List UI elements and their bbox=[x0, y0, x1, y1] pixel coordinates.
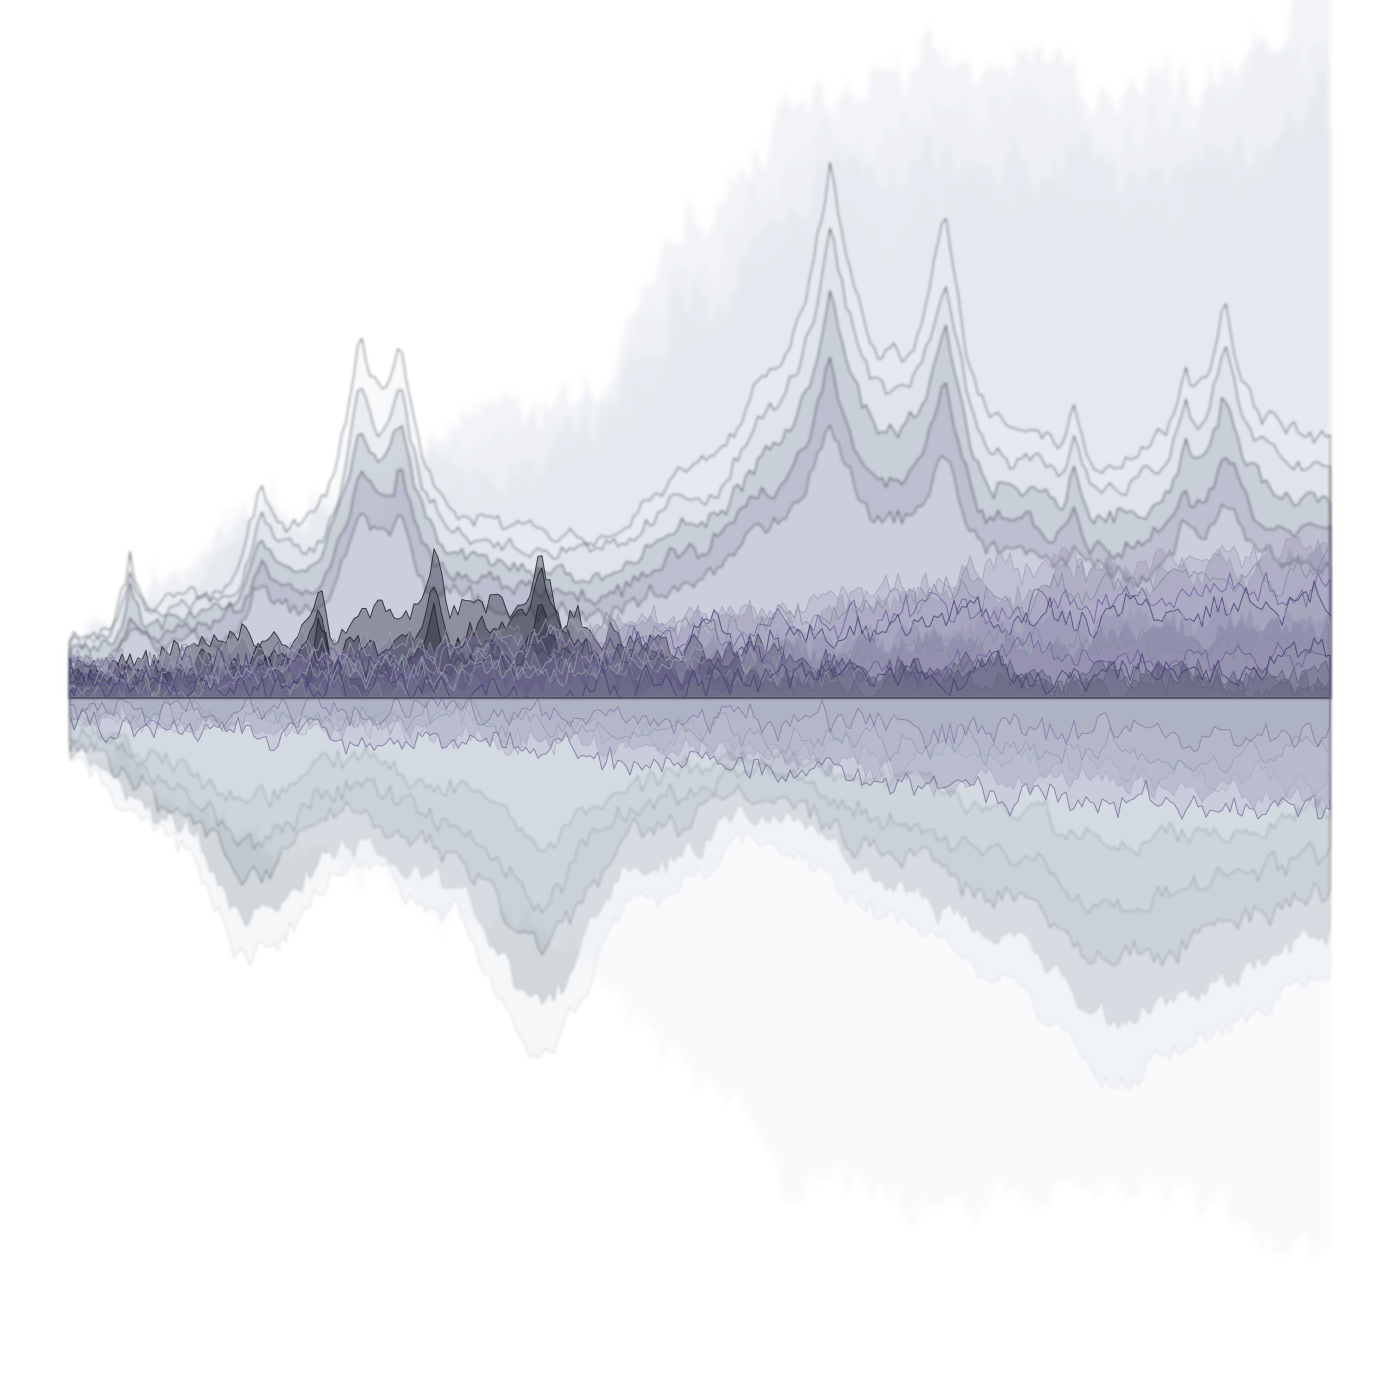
peak-layer bbox=[69, 424, 1331, 699]
band-layer bbox=[69, 597, 1331, 699]
band-layer bbox=[69, 637, 1331, 699]
reflection-band-layer bbox=[69, 697, 1331, 811]
reflection-band-layer bbox=[69, 697, 1331, 753]
reflection-band-layer bbox=[69, 697, 1331, 773]
band-layer bbox=[69, 571, 1331, 699]
reflection-layers bbox=[69, 697, 1331, 1267]
reflection-mist-layer bbox=[70, 698, 1330, 1267]
dense-waveform-band bbox=[69, 535, 1331, 699]
band-layer bbox=[69, 580, 1331, 699]
reflection-band-layer bbox=[69, 697, 1331, 798]
reflection-band-layer bbox=[69, 697, 1331, 820]
band-layer bbox=[69, 605, 1331, 699]
